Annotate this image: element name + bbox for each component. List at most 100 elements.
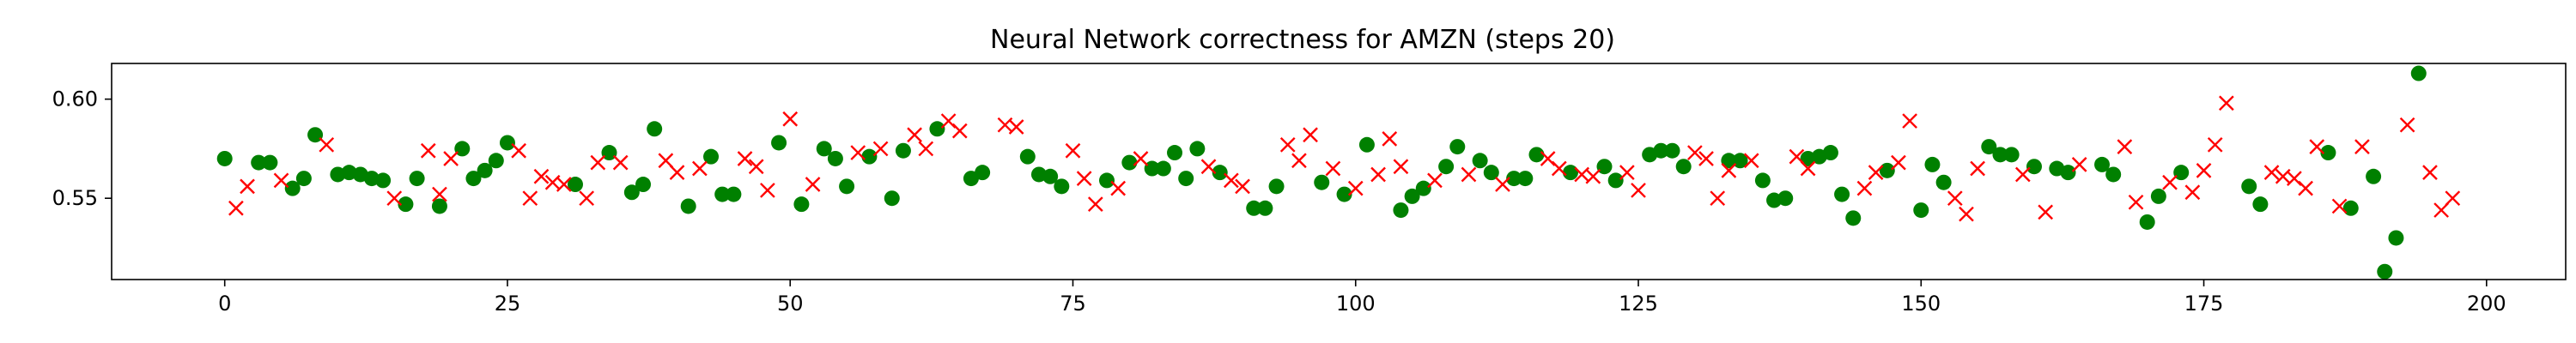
data-point-circle <box>1246 200 1262 216</box>
data-point-circle <box>1449 139 1466 155</box>
data-point-circle <box>1054 178 1070 195</box>
data-point-x <box>386 190 403 207</box>
data-point-x <box>1325 160 1341 177</box>
x-marker-stroke <box>782 111 799 127</box>
x-marker-stroke <box>2298 180 2313 196</box>
data-point-circle <box>1822 145 1838 161</box>
data-point-circle <box>2320 145 2336 161</box>
x-marker-stroke <box>1347 180 1364 196</box>
data-point-circle <box>2241 178 2257 195</box>
data-point-circle <box>1268 178 1285 195</box>
data-point-circle <box>714 186 731 202</box>
data-point-circle <box>431 198 447 214</box>
data-point-x <box>1076 171 1092 186</box>
x-marker-stroke <box>1200 159 1217 175</box>
data-point-circle <box>1664 142 1680 159</box>
data-point-circle <box>895 142 911 159</box>
x-marker-stroke <box>2038 204 2054 220</box>
x-marker-stroke <box>1687 145 1703 160</box>
data-point-x <box>748 159 764 175</box>
data-point-x <box>420 142 436 159</box>
x-marker-stroke <box>737 151 753 166</box>
data-point-circle <box>726 186 742 202</box>
x-marker-stroke <box>240 178 255 195</box>
x-marker-stroke <box>1495 177 1510 192</box>
data-point-circle <box>2094 156 2111 172</box>
x-marker-stroke <box>319 136 335 153</box>
data-point-circle <box>1336 186 1352 202</box>
x-marker-stroke <box>1947 190 1963 207</box>
x-marker-stroke <box>907 127 922 143</box>
data-point-circle <box>1721 153 1737 169</box>
x-marker-stroke <box>2399 117 2415 133</box>
data-point-x <box>228 200 244 216</box>
x-tick-label: 50 <box>777 292 804 316</box>
x-marker-stroke <box>556 177 572 192</box>
x-marker-stroke <box>669 165 685 181</box>
data-point-circle <box>1472 153 1488 169</box>
data-point-circle <box>1653 142 1669 159</box>
x-marker-stroke <box>2196 162 2212 178</box>
data-point-circle <box>1506 171 1522 187</box>
x-marker-stroke <box>1800 160 1816 177</box>
data-point-x <box>1902 113 1917 129</box>
data-point-circle <box>1562 165 1578 181</box>
data-point-circle <box>1517 171 1534 187</box>
data-point-circle <box>567 177 583 193</box>
data-point-circle <box>1178 171 1194 187</box>
x-marker-stroke <box>2331 198 2348 214</box>
x-marker-stroke <box>918 141 934 157</box>
data-point-circle <box>816 141 832 157</box>
x-marker-stroke <box>1743 153 1759 169</box>
data-point-x <box>533 168 550 184</box>
data-point-x <box>240 178 255 195</box>
x-marker-stroke <box>1133 151 1149 166</box>
x-marker-stroke <box>1721 162 1737 178</box>
data-point-circle <box>1924 156 1941 172</box>
data-point-x <box>556 177 572 192</box>
data-point-circle <box>963 171 979 187</box>
data-point-x <box>1382 131 1398 147</box>
data-point-x <box>2298 180 2313 196</box>
data-point-circle <box>1404 188 1420 204</box>
data-point-circle <box>1099 172 1115 189</box>
x-marker-stroke <box>2263 165 2280 181</box>
axes: 0 25 50 75 100 125 150 175 200 0.55 0.60 <box>52 63 2567 316</box>
x-marker-stroke <box>951 123 968 139</box>
data-point-circle <box>1189 141 1206 157</box>
data-point-x <box>2433 202 2449 218</box>
x-marker-stroke <box>228 200 244 216</box>
data-point-circle <box>1935 174 1952 190</box>
data-point-circle <box>2377 263 2393 280</box>
data-point-x <box>1868 165 1884 181</box>
data-point-x <box>2219 95 2234 111</box>
data-point-circle <box>1314 174 1330 190</box>
data-point-x <box>443 151 459 166</box>
x-marker-stroke <box>432 186 447 202</box>
x-tick-label: 25 <box>495 292 521 316</box>
data-point-circle <box>216 150 233 166</box>
data-point-circle <box>465 171 482 187</box>
x-marker-stroke <box>2184 184 2201 201</box>
x-marker-stroke <box>1970 160 1985 177</box>
data-point-x <box>782 111 799 127</box>
data-point-circle <box>2003 147 2020 163</box>
data-point-x <box>432 186 447 202</box>
x-marker-stroke <box>1619 165 1635 181</box>
x-marker-stroke <box>2117 139 2133 154</box>
data-point-x <box>2184 184 2201 201</box>
data-point-x <box>1619 165 1635 181</box>
x-marker-stroke <box>2287 171 2302 186</box>
data-point-circle <box>2026 159 2042 175</box>
data-point-circle <box>1415 180 1431 196</box>
x-tick-label: 0 <box>218 292 231 316</box>
x-marker-stroke <box>1110 180 1127 196</box>
x-marker-stroke <box>1710 190 1726 207</box>
data-point-x <box>1585 168 1601 184</box>
data-point-circle <box>477 162 493 178</box>
data-point-circle <box>1438 159 1455 175</box>
x-marker-stroke <box>1393 159 1409 175</box>
data-point-x <box>273 172 289 189</box>
x-marker-stroke <box>1382 131 1398 147</box>
data-point-circle <box>2139 214 2155 230</box>
